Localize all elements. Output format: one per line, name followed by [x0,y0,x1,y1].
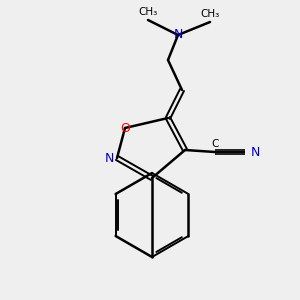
Text: N: N [173,28,183,41]
Text: O: O [120,122,130,134]
Text: N: N [104,152,114,164]
Text: C: C [211,139,219,149]
Text: CH₃: CH₃ [200,9,220,19]
Text: N: N [251,146,260,158]
Text: CH₃: CH₃ [138,7,158,17]
